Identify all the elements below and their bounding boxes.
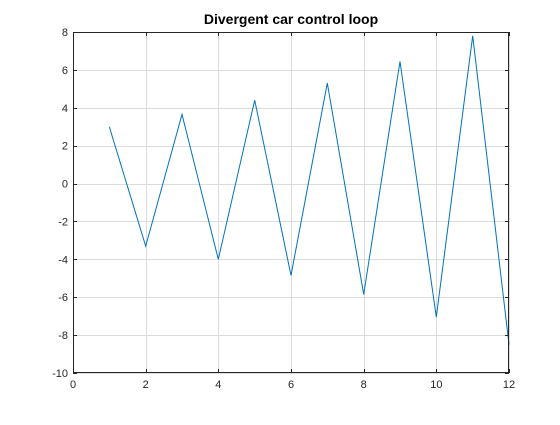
y-tick-label: -4 [58, 254, 68, 266]
y-tick-label: 6 [62, 65, 68, 77]
x-tick-label: 0 [70, 379, 76, 391]
x-tick-labels: 0 2 4 6 8 10 12 [70, 379, 515, 391]
y-tick-label: 4 [62, 103, 68, 115]
x-tick-label: 10 [430, 379, 442, 391]
series-line [108, 35, 510, 345]
chart-title: Divergent car control loop [204, 11, 378, 27]
tick-marks [73, 32, 510, 374]
grid-lines [73, 32, 510, 374]
y-tick-label: 2 [62, 141, 68, 153]
x-tick-label: 4 [215, 379, 221, 391]
y-tick-label: 8 [62, 27, 68, 39]
y-tick-label: -8 [58, 330, 68, 342]
y-tick-label: -6 [58, 292, 68, 304]
y-tick-label: -2 [58, 216, 68, 228]
x-tick-label: 6 [288, 379, 294, 391]
y-tick-labels: -10 -8 -6 -4 -2 0 2 4 6 8 [52, 27, 68, 380]
y-tick-label: -10 [52, 368, 68, 380]
series-layer [108, 35, 510, 345]
x-tick-label: 8 [361, 379, 367, 391]
x-tick-label: 12 [503, 379, 515, 391]
x-tick-label: 2 [143, 379, 149, 391]
y-tick-label: 0 [62, 179, 68, 191]
